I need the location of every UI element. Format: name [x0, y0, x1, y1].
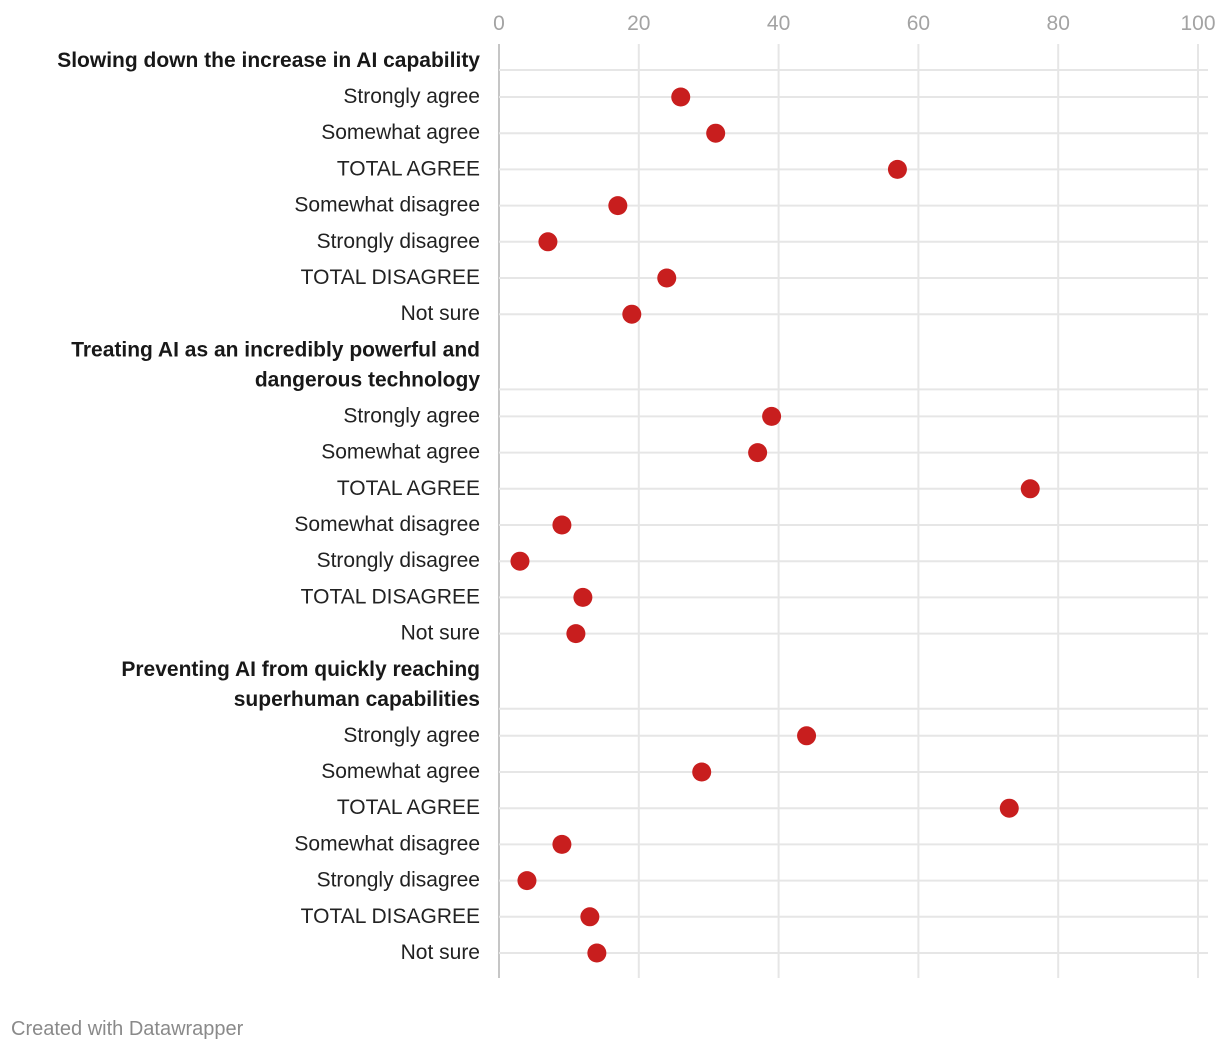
data-point — [622, 304, 642, 324]
row-label: TOTAL AGREE — [337, 796, 480, 819]
data-points — [510, 87, 1040, 963]
x-tick-label: 100 — [1180, 12, 1215, 35]
data-point — [580, 907, 600, 927]
row-label: Strongly disagree — [317, 549, 480, 572]
group-title: superhuman capabilities — [234, 688, 480, 711]
row-label: Somewhat disagree — [294, 194, 480, 217]
row-label: Somewhat agree — [321, 441, 480, 464]
data-point — [1020, 479, 1040, 499]
data-point — [748, 443, 768, 463]
x-tick-label: 20 — [627, 12, 650, 35]
x-tick-label: 60 — [907, 12, 930, 35]
x-tick-label: 40 — [767, 12, 790, 35]
x-tick-label: 80 — [1047, 12, 1070, 35]
dot-plot-chart: 0 20 40 60 80 100 Slowing down the increase i… — [57, 12, 1216, 978]
x-tick-label: 0 — [493, 12, 505, 35]
row-label: Not sure — [401, 622, 480, 645]
footer-credit: Created with Datawrapper — [11, 1018, 244, 1040]
x-axis-ticks: 0 20 40 60 80 100 — [493, 12, 1215, 35]
row-label: Strongly agree — [343, 85, 480, 108]
data-point — [671, 87, 691, 107]
data-point — [573, 587, 593, 607]
row-label: Somewhat disagree — [294, 832, 480, 855]
row-label: TOTAL DISAGREE — [301, 905, 480, 928]
row-label: TOTAL AGREE — [337, 157, 480, 180]
row-label: Strongly disagree — [317, 230, 480, 253]
data-point — [517, 871, 537, 891]
data-point — [608, 196, 628, 216]
data-point — [552, 834, 572, 854]
row-label: Somewhat agree — [321, 121, 480, 144]
data-point — [797, 726, 817, 746]
row-label: Strongly disagree — [317, 869, 480, 892]
group-title: Preventing AI from quickly reaching — [121, 658, 480, 681]
data-point — [510, 551, 530, 571]
row-label: TOTAL AGREE — [337, 477, 480, 500]
data-point — [692, 762, 712, 782]
row-label: Not sure — [401, 302, 480, 325]
row-label: Strongly agree — [343, 724, 480, 747]
data-point — [762, 406, 782, 426]
data-point — [887, 159, 907, 179]
data-point — [657, 268, 677, 288]
data-point — [538, 232, 558, 252]
group-title: Slowing down the increase in AI capabili… — [57, 49, 480, 72]
row-label: Somewhat disagree — [294, 513, 480, 536]
row-label: Strongly agree — [343, 404, 480, 427]
data-point — [587, 943, 607, 963]
data-point — [566, 624, 586, 644]
row-label: TOTAL DISAGREE — [301, 266, 480, 289]
group-title: dangerous technology — [255, 368, 481, 391]
row-label: Somewhat agree — [321, 760, 480, 783]
gridlines — [498, 44, 1208, 978]
row-label: TOTAL DISAGREE — [301, 585, 480, 608]
row-labels: Slowing down the increase in AI capabili… — [57, 49, 480, 964]
row-label: Not sure — [401, 941, 480, 964]
data-point — [706, 123, 726, 143]
data-point — [999, 798, 1019, 818]
group-title: Treating AI as an incredibly powerful an… — [71, 338, 480, 361]
data-point — [552, 515, 572, 535]
